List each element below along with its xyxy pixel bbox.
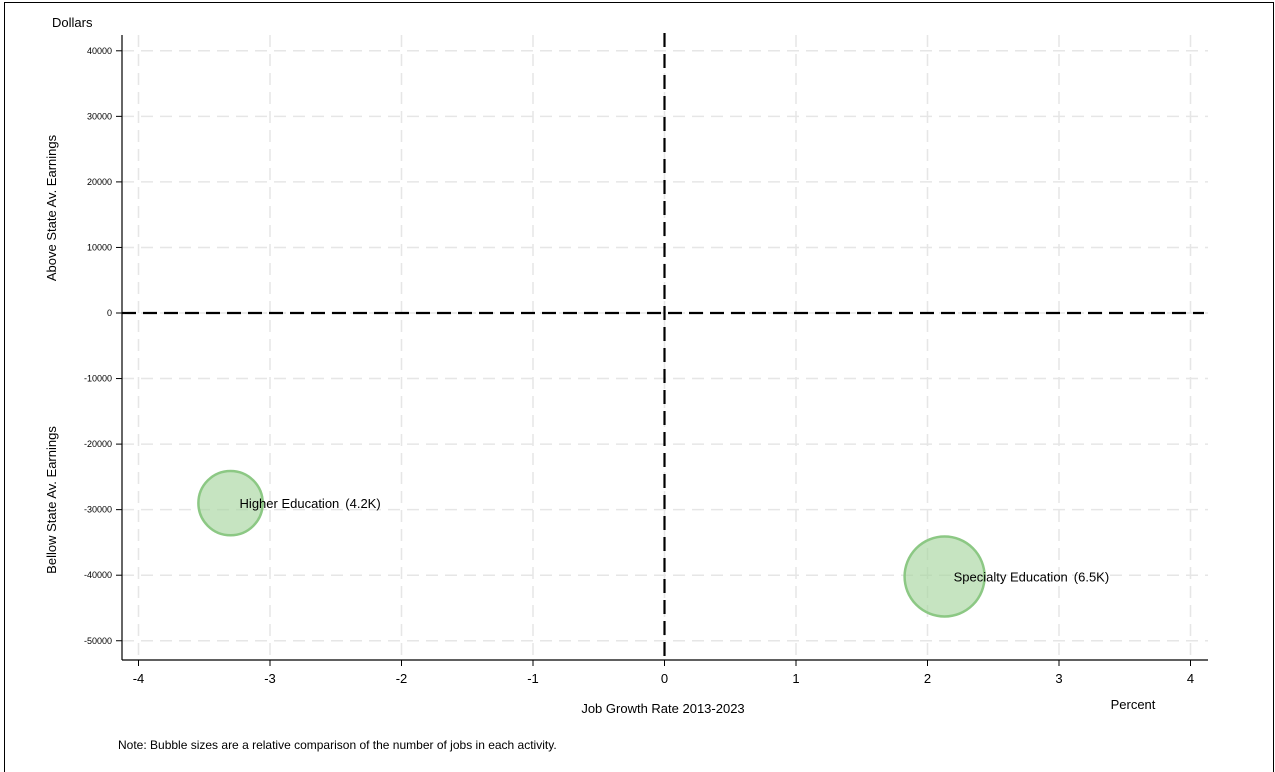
x-tick-label: 4 — [1187, 671, 1194, 686]
x-unit-label: Percent — [1111, 697, 1156, 712]
x-tick-label: -2 — [396, 671, 408, 686]
y-tick-label: -10000 — [84, 374, 112, 384]
x-tick-label: 1 — [792, 671, 799, 686]
y-tick-label: -50000 — [84, 636, 112, 646]
bubble-size-label: (4.2K) — [345, 496, 380, 511]
y-tick-label: -20000 — [84, 439, 112, 449]
chart-note: Note: Bubble sizes are a relative compar… — [118, 738, 557, 752]
chart-frame — [4, 2, 1274, 772]
x-tick-label: 2 — [924, 671, 931, 686]
y-tick-label: 30000 — [87, 111, 112, 121]
y-unit-label: Dollars — [52, 15, 93, 30]
x-tick-label: 3 — [1055, 671, 1062, 686]
y-tick-label: -30000 — [84, 505, 112, 515]
x-tick-label: -3 — [264, 671, 276, 686]
bubble — [197, 469, 264, 537]
reference-lines — [122, 33, 1204, 660]
y-label-top: Above State Av. Earnings — [44, 134, 59, 281]
bubble-label: Higher Education — [240, 496, 340, 511]
y-tick-label: -40000 — [84, 570, 112, 580]
x-tick-label: 0 — [661, 671, 668, 686]
y-tick-label: 10000 — [87, 242, 112, 252]
y-label-bottom: Bellow State Av. Earnings — [44, 426, 59, 574]
bubbles: Higher Education (4.2K) Specialty Educatio… — [197, 469, 1109, 618]
bubble — [903, 535, 986, 618]
bubble-label: Specialty Education — [954, 570, 1068, 585]
x-tick-label: -1 — [527, 671, 539, 686]
bubble-size-label: (6.5K) — [1074, 570, 1109, 585]
y-tick-label: 0 — [107, 308, 112, 318]
axes: -4 -3 -2 -1 0 1 2 3 4 40000 30000 20000 10000 0 -10000… — [84, 35, 1208, 686]
y-tick-label: 40000 — [87, 46, 112, 56]
x-axis-title: Job Growth Rate 2013-2023 — [581, 701, 744, 716]
y-tick-label: 20000 — [87, 177, 112, 187]
x-tick-label: -4 — [133, 671, 145, 686]
